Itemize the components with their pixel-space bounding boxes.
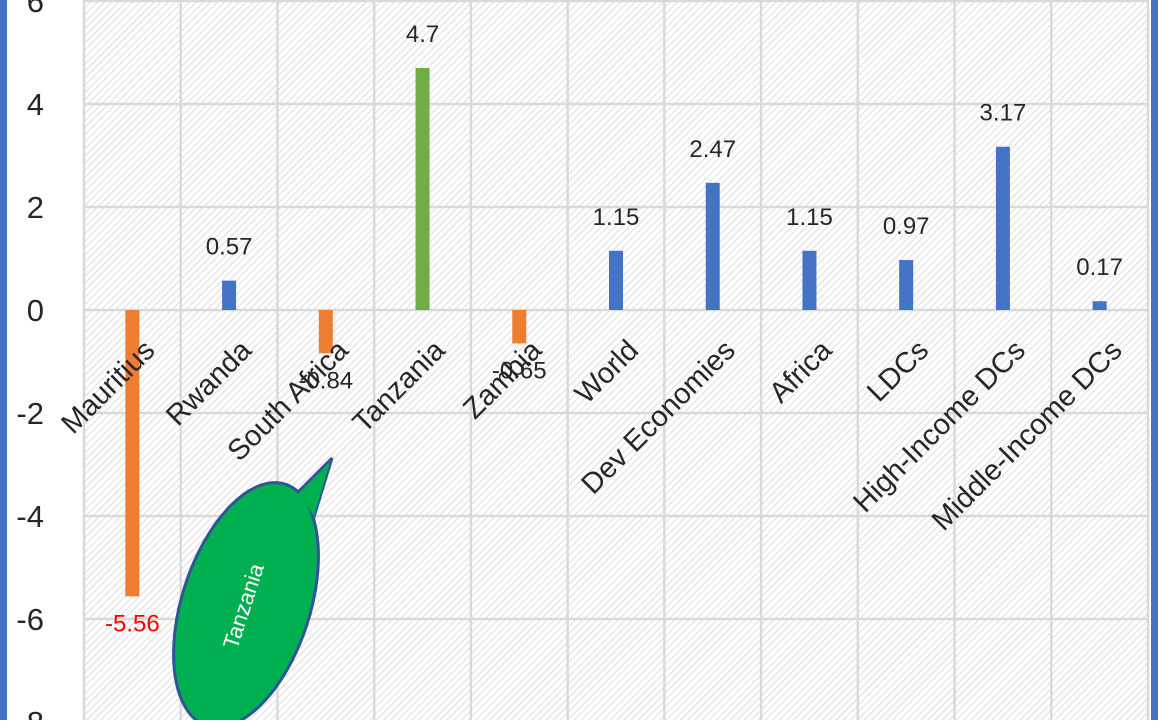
y-tick-label: -2 <box>16 396 44 431</box>
frame-left-border <box>0 0 7 720</box>
data-label: -5.56 <box>105 610 160 637</box>
data-label: 0.57 <box>206 234 253 261</box>
bar-ldcs <box>899 260 914 310</box>
y-tick-label: 6 <box>27 0 44 19</box>
bar-zambia <box>512 310 527 344</box>
y-tick-label: -6 <box>16 602 44 637</box>
y-tick-label: -8 <box>16 705 44 720</box>
y-tick-label: 2 <box>27 190 44 225</box>
data-label: 1.15 <box>786 204 833 231</box>
bar-south-africa <box>318 310 333 354</box>
data-label: 2.47 <box>689 136 736 163</box>
data-label: 0.97 <box>883 213 930 240</box>
data-label: 1.15 <box>593 204 640 231</box>
bar-tanzania <box>415 67 430 310</box>
bar-rwanda <box>222 280 237 310</box>
bar-high-income-dcs <box>995 146 1010 310</box>
bar-africa <box>802 250 817 310</box>
callout-joint <box>298 462 330 516</box>
frame-right-border <box>1151 0 1158 720</box>
data-label: -0.84 <box>298 367 353 394</box>
data-label: -0.65 <box>492 357 547 384</box>
bar-middle-income-dcs <box>1092 301 1107 310</box>
data-label: 0.17 <box>1076 254 1123 281</box>
bar-mauritius <box>125 310 140 597</box>
bar-world <box>609 250 623 310</box>
data-label: 4.7 <box>406 21 439 48</box>
y-tick-label: -4 <box>16 499 44 534</box>
y-tick-label: 0 <box>27 293 44 328</box>
data-label: 3.17 <box>980 100 1027 127</box>
bar-dev-economies <box>705 182 720 310</box>
callout-bubble <box>172 481 320 725</box>
y-tick-label: 4 <box>27 87 44 122</box>
